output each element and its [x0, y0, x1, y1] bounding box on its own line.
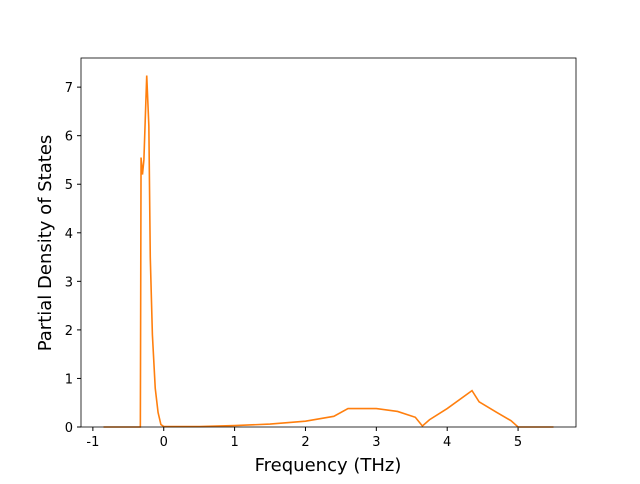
x-tick-label: 4	[443, 435, 451, 450]
y-tick-label: 2	[65, 324, 73, 339]
y-tick-label: 0	[65, 421, 73, 436]
y-tick-label: 5	[65, 178, 73, 193]
x-axis-label: Frequency (THz)	[255, 455, 402, 476]
x-tick-label: 1	[230, 435, 238, 450]
x-tick-label: 5	[514, 435, 522, 450]
y-tick-label: 1	[65, 372, 73, 387]
plot-frame	[80, 57, 577, 428]
x-tick-label: 3	[372, 435, 380, 450]
y-axis-label: Partial Density of States	[35, 135, 56, 352]
x-tick-label: -1	[86, 435, 99, 450]
x-tick-label: 0	[160, 435, 168, 450]
x-tick-label: 2	[301, 435, 309, 450]
y-tick-label: 4	[65, 227, 73, 242]
data-line	[103, 75, 554, 428]
y-tick-label: 6	[65, 130, 73, 145]
y-tick-label: 7	[65, 81, 73, 96]
y-tick-label: 3	[65, 275, 73, 290]
